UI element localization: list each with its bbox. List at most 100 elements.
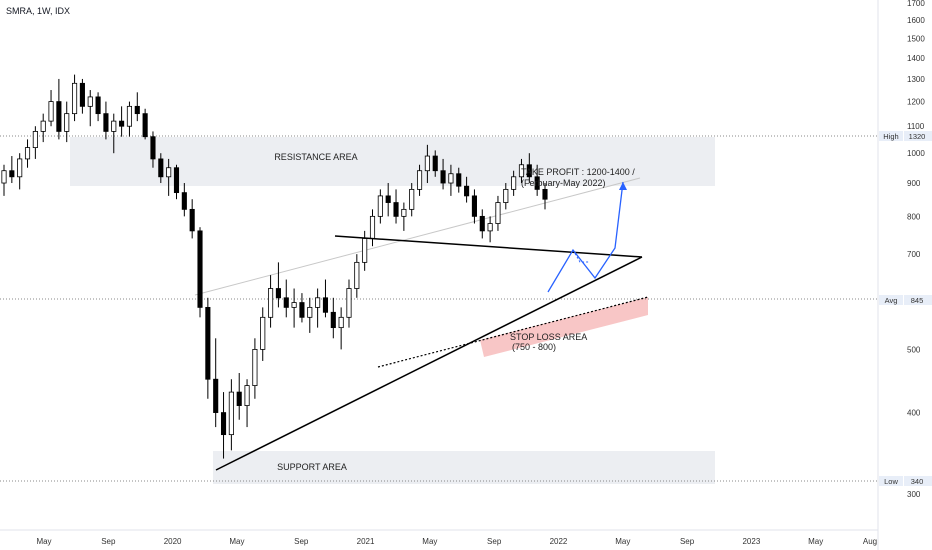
candle-body	[9, 170, 15, 178]
candle[interactable]	[126, 101, 133, 137]
candle[interactable]	[385, 183, 391, 217]
candle-body	[95, 96, 101, 115]
candle[interactable]	[244, 379, 250, 428]
candle[interactable]	[464, 176, 470, 203]
y-tick-label: 1300	[907, 75, 925, 84]
candle[interactable]	[526, 153, 532, 184]
candle[interactable]	[142, 108, 148, 140]
candle[interactable]	[487, 216, 493, 243]
candle[interactable]	[72, 74, 78, 122]
candle[interactable]	[32, 126, 38, 159]
candle[interactable]	[95, 92, 101, 122]
candle-body	[487, 223, 493, 232]
candle[interactable]	[173, 164, 180, 200]
candle[interactable]	[87, 90, 93, 127]
candle[interactable]	[119, 106, 125, 137]
descending-trendline[interactable]	[334, 235, 643, 258]
candle[interactable]	[448, 164, 454, 196]
candle-body	[495, 202, 501, 224]
candle[interactable]	[260, 307, 266, 361]
candle[interactable]	[377, 189, 383, 224]
candle[interactable]	[346, 279, 352, 328]
candle[interactable]	[330, 297, 336, 339]
candle-body	[244, 385, 250, 406]
candle[interactable]	[48, 90, 54, 127]
candle[interactable]	[236, 373, 242, 420]
candle[interactable]	[322, 279, 329, 318]
y-tick-label: 400	[907, 409, 921, 418]
symbol-label: SMRA, 1W, IDX	[6, 6, 70, 16]
candle[interactable]	[150, 131, 156, 168]
candle[interactable]	[111, 113, 117, 154]
candle[interactable]	[542, 183, 548, 210]
candle[interactable]	[456, 167, 462, 193]
candle[interactable]	[166, 158, 172, 196]
candle[interactable]	[440, 158, 446, 190]
y-axis[interactable]: 3004005006007008009001000110012001300140…	[907, 0, 925, 499]
candle[interactable]	[189, 199, 195, 239]
candle-body	[260, 316, 266, 350]
candle[interactable]	[213, 338, 219, 428]
candle[interactable]	[291, 288, 297, 328]
candle[interactable]	[299, 293, 305, 323]
candle[interactable]	[205, 297, 211, 399]
x-axis[interactable]: May Sep 2020 May Sep 2021 May Sep 2022 May Sep 2023…	[36, 537, 877, 546]
candle[interactable]	[283, 279, 289, 318]
candle-body	[48, 101, 54, 122]
candle-body	[213, 378, 219, 413]
candle[interactable]	[252, 338, 258, 399]
price-tag-low-value: 340	[911, 477, 924, 486]
candle[interactable]	[315, 288, 321, 328]
ascending-trendline[interactable]	[215, 256, 643, 471]
candle[interactable]	[64, 101, 70, 143]
candle[interactable]	[268, 275, 274, 328]
candle[interactable]	[503, 183, 509, 210]
candle[interactable]	[103, 101, 109, 140]
candle-body	[24, 147, 31, 160]
price-tag-low-label: Low	[884, 477, 898, 486]
candle-body	[432, 155, 438, 172]
candle[interactable]	[197, 227, 203, 318]
candle[interactable]	[220, 392, 227, 459]
candle[interactable]	[275, 262, 281, 308]
candle[interactable]	[56, 78, 62, 140]
candle[interactable]	[511, 170, 517, 196]
projection-path[interactable]	[547, 181, 624, 293]
candle[interactable]	[228, 379, 234, 451]
candle[interactable]	[40, 113, 46, 143]
candle[interactable]	[432, 150, 438, 177]
candle[interactable]	[393, 189, 399, 224]
candle[interactable]	[158, 153, 164, 184]
candle-body	[542, 188, 548, 200]
candle[interactable]	[307, 297, 313, 333]
projection-arrowhead	[619, 182, 627, 190]
candle[interactable]	[409, 183, 415, 217]
candle[interactable]	[134, 92, 140, 122]
candle[interactable]	[79, 78, 85, 114]
candle-body	[362, 238, 368, 263]
candle[interactable]	[479, 209, 485, 239]
candle[interactable]	[495, 195, 501, 231]
price-tag-low: Low 340	[879, 476, 932, 486]
candle[interactable]	[416, 164, 423, 196]
candle[interactable]	[534, 164, 540, 196]
candle[interactable]	[354, 254, 360, 298]
candle-body	[511, 176, 517, 190]
x-tick-label: Sep	[294, 537, 309, 546]
candle[interactable]	[424, 144, 430, 184]
candle[interactable]	[1, 164, 7, 196]
candle-body	[275, 288, 281, 299]
candle[interactable]	[518, 158, 525, 184]
candle[interactable]	[338, 307, 344, 350]
candle[interactable]	[401, 202, 407, 231]
dotted-support-line[interactable]	[377, 296, 649, 368]
candle[interactable]	[9, 156, 15, 184]
x-tick-label: 2022	[550, 537, 568, 546]
candle[interactable]	[181, 183, 187, 217]
candle[interactable]	[24, 139, 31, 168]
candle[interactable]	[17, 153, 23, 190]
upper-channel-line	[194, 177, 641, 296]
candle-body	[526, 164, 532, 178]
candle[interactable]	[471, 189, 477, 224]
